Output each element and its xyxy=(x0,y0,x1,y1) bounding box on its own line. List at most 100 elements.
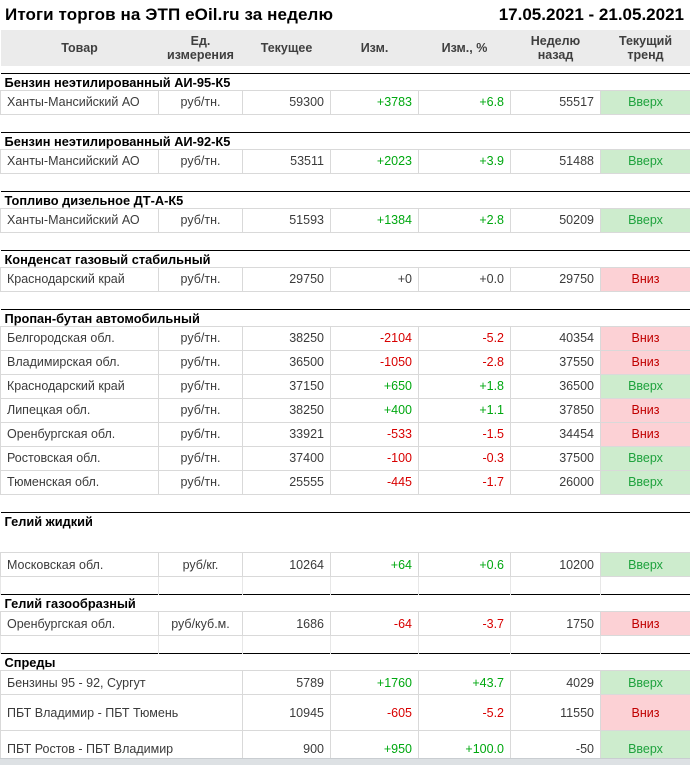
week-ago-cell: 50209 xyxy=(510,207,601,233)
section-title-row: Спреды xyxy=(0,653,690,671)
week-ago-cell: 11550 xyxy=(510,694,601,731)
window-edge-strip xyxy=(0,758,690,765)
spacer-cell xyxy=(0,291,690,309)
spacer-cell xyxy=(0,114,690,132)
current-price-cell: 53511 xyxy=(242,148,331,174)
trend-badge: Вниз xyxy=(600,611,690,636)
change-pct-cell: +1.8 xyxy=(418,373,511,399)
unit-cell: руб/тн. xyxy=(158,421,243,447)
trend-badge: Вверх xyxy=(600,148,690,174)
change-cell: -100 xyxy=(330,445,419,471)
week-ago-cell: 34454 xyxy=(510,421,601,447)
spacer-cell xyxy=(600,635,690,654)
trend-badge: Вниз xyxy=(600,349,690,375)
spacer-cell xyxy=(510,635,601,654)
change-cell: +0 xyxy=(330,266,419,292)
section-title-row: Топливо дизельное ДТ-А-К5 xyxy=(0,190,690,208)
unit-cell: руб/тн. xyxy=(158,469,243,495)
unit-cell: руб/тн. xyxy=(158,325,243,351)
current-price-cell: 5789 xyxy=(242,670,331,695)
change-pct-cell: -5.2 xyxy=(418,694,511,731)
week-ago-cell: 37550 xyxy=(510,349,601,375)
change-pct-cell: -1.7 xyxy=(418,469,511,495)
column-header-change: Изм. xyxy=(330,30,419,66)
trend-badge: Вниз xyxy=(600,421,690,447)
column-header-trend: Текущий тренд xyxy=(600,30,690,66)
change-cell: +400 xyxy=(330,397,419,423)
unit-cell: руб/тн. xyxy=(158,89,243,115)
unit-cell: руб/тн. xyxy=(158,445,243,471)
change-cell: -533 xyxy=(330,421,419,447)
column-header-product: Товар xyxy=(0,30,159,66)
week-ago-cell: 26000 xyxy=(510,469,601,495)
current-price-cell: 25555 xyxy=(242,469,331,495)
week-ago-cell: 37850 xyxy=(510,397,601,423)
table-row: Московская обл. руб/кг. 10264 +64 +0.6 10200 В… xyxy=(0,552,690,577)
page-title: Итоги торгов на ЭТП eOil.ru за неделю xyxy=(5,5,334,24)
current-price-cell: 10945 xyxy=(242,694,331,731)
trend-badge: Вниз xyxy=(600,397,690,423)
change-pct-cell: -1.5 xyxy=(418,421,511,447)
product-cell: Краснодарский край xyxy=(0,266,159,292)
section-title: Гелий жидкий xyxy=(0,511,690,529)
report-period: 17.05.2021 - 21.05.2021 xyxy=(498,5,684,24)
week-ago-cell: 4029 xyxy=(510,670,601,695)
week-ago-cell: 37500 xyxy=(510,445,601,471)
section-title-row: Пропан-бутан автомобильный xyxy=(0,308,690,326)
table-row: Ханты-Мансийский АО руб/тн. 51593 +1384 +2.8… xyxy=(0,207,690,233)
trend-badge: Вверх xyxy=(600,445,690,471)
change-pct-cell: +2.8 xyxy=(418,207,511,233)
section-title-row: Бензин неэтилированный АИ-95-К5 xyxy=(0,72,690,90)
current-price-cell: 59300 xyxy=(242,89,331,115)
spacer-cell xyxy=(0,173,690,191)
unit-cell: руб/тн. xyxy=(158,349,243,375)
current-price-cell: 38250 xyxy=(242,397,331,423)
week-ago-cell: 1750 xyxy=(510,611,601,636)
change-pct-cell: +43.7 xyxy=(418,670,511,695)
current-price-cell: 38250 xyxy=(242,325,331,351)
spacer-cell xyxy=(0,494,690,512)
section-spacer xyxy=(0,576,690,595)
unit-cell: руб/тн. xyxy=(158,207,243,233)
section-title: Топливо дизельное ДТ-А-К5 xyxy=(0,190,690,208)
report-table-body: Бензин неэтилированный АИ-95-К5 Ханты-Ман… xyxy=(0,66,690,765)
product-cell: Липецкая обл. xyxy=(0,397,159,423)
product-cell: Ростовская обл. xyxy=(0,445,159,471)
trend-badge: Вверх xyxy=(600,373,690,399)
change-cell: -445 xyxy=(330,469,419,495)
current-price-cell: 33921 xyxy=(242,421,331,447)
spacer-cell xyxy=(600,576,690,595)
spacer-cell xyxy=(510,576,601,595)
product-cell: Белгородская обл. xyxy=(0,325,159,351)
spacer-cell xyxy=(418,635,511,654)
blank-cell xyxy=(1,529,690,553)
current-price-cell: 37150 xyxy=(242,373,331,399)
product-cell: Оренбургская обл. xyxy=(0,421,159,447)
unit-cell: руб/тн. xyxy=(158,266,243,292)
week-ago-cell: 29750 xyxy=(510,266,601,292)
section-title-row: Гелий жидкий xyxy=(0,511,690,529)
section-spacer xyxy=(0,114,690,132)
table-row: Тюменская обл. руб/тн. 25555 -445 -1.7 26000 В… xyxy=(0,469,690,495)
report-titlebar: Итоги торгов на ЭТП eOil.ru за неделю 17… xyxy=(0,0,690,30)
product-cell: Тюменская обл. xyxy=(0,469,159,495)
section-title: Бензин неэтилированный АИ-92-К5 xyxy=(0,131,690,149)
section-title: Конденсат газовый стабильный xyxy=(0,249,690,267)
unit-cell: руб/тн. xyxy=(158,148,243,174)
spacer-cell xyxy=(0,232,690,250)
table-row: Бензины 95 - 92, Сургут 5789 +1760 +43.7 402… xyxy=(0,670,690,695)
spacer-cell xyxy=(242,635,331,654)
column-header-week-ago: Неделю назад xyxy=(510,30,601,66)
section-title: Гелий газообразный xyxy=(0,594,690,612)
section-title: Бензин неэтилированный АИ-95-К5 xyxy=(0,72,690,90)
change-pct-cell: +0.0 xyxy=(418,266,511,292)
table-row: Ханты-Мансийский АО руб/тн. 53511 +2023 +3.9… xyxy=(0,148,690,174)
section-title-row: Гелий газообразный xyxy=(0,594,690,612)
current-price-cell: 1686 xyxy=(242,611,331,636)
current-price-cell: 10264 xyxy=(242,552,331,577)
trend-badge: Вверх xyxy=(600,670,690,695)
product-cell: Московская обл. xyxy=(0,552,159,577)
section-title-row: Конденсат газовый стабильный xyxy=(0,249,690,267)
table-row: Краснодарский край руб/тн. 37150 +650 +1.8 36… xyxy=(0,373,690,399)
table-row: Краснодарский край руб/тн. 29750 +0 +0.0 2975… xyxy=(0,266,690,292)
